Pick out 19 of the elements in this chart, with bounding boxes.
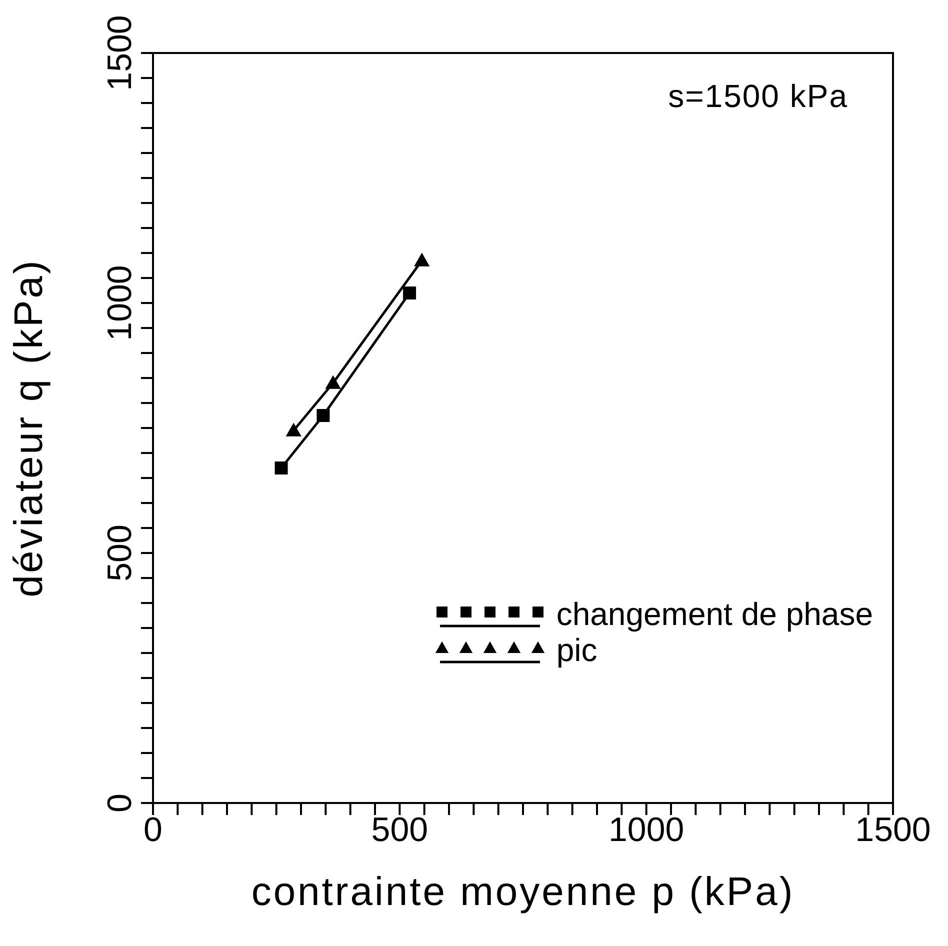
point	[316, 409, 330, 422]
legend-label: pic	[556, 632, 598, 668]
legend-label: changement de phase	[556, 596, 873, 632]
y-tick-label: 500	[101, 524, 139, 582]
point	[325, 375, 341, 389]
annotation: s=1500 kPa	[668, 78, 848, 115]
x-axis-title: contrainte moyenne p (kPa)	[251, 870, 795, 914]
y-axis-title: déviateur q (kPa)	[7, 258, 52, 598]
point	[286, 422, 302, 436]
point	[403, 286, 416, 300]
x-tick-label: 0	[144, 811, 162, 850]
x-tick-label: 1000	[608, 811, 684, 850]
x-tick-label: 500	[371, 811, 428, 850]
point	[414, 252, 430, 266]
x-tick-label: 1500	[855, 811, 931, 850]
y-tick-label: 1500	[101, 15, 139, 91]
point	[274, 462, 288, 474]
y-tick-label: 0	[101, 794, 139, 812]
y-tick-label: 1000	[101, 265, 139, 341]
